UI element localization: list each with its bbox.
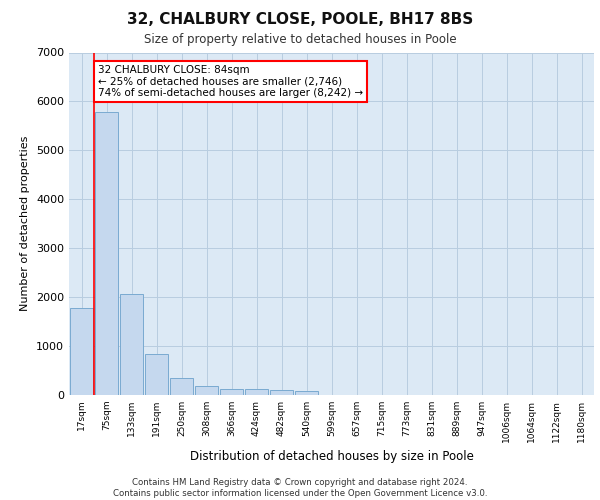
Bar — [195, 386, 218, 395]
Bar — [270, 390, 293, 395]
Text: 32 CHALBURY CLOSE: 84sqm
← 25% of detached houses are smaller (2,746)
74% of sem: 32 CHALBURY CLOSE: 84sqm ← 25% of detach… — [98, 64, 363, 98]
Bar — [170, 378, 193, 395]
Bar — [295, 390, 318, 395]
Bar — [70, 308, 93, 395]
Bar — [95, 112, 118, 395]
X-axis label: Distribution of detached houses by size in Poole: Distribution of detached houses by size … — [190, 450, 473, 464]
Bar — [145, 354, 168, 395]
Bar — [220, 388, 243, 395]
Bar — [120, 294, 143, 395]
Text: 32, CHALBURY CLOSE, POOLE, BH17 8BS: 32, CHALBURY CLOSE, POOLE, BH17 8BS — [127, 12, 473, 28]
Text: Contains HM Land Registry data © Crown copyright and database right 2024.
Contai: Contains HM Land Registry data © Crown c… — [113, 478, 487, 498]
Text: Size of property relative to detached houses in Poole: Size of property relative to detached ho… — [143, 32, 457, 46]
Y-axis label: Number of detached properties: Number of detached properties — [20, 136, 31, 312]
Bar — [245, 389, 268, 395]
